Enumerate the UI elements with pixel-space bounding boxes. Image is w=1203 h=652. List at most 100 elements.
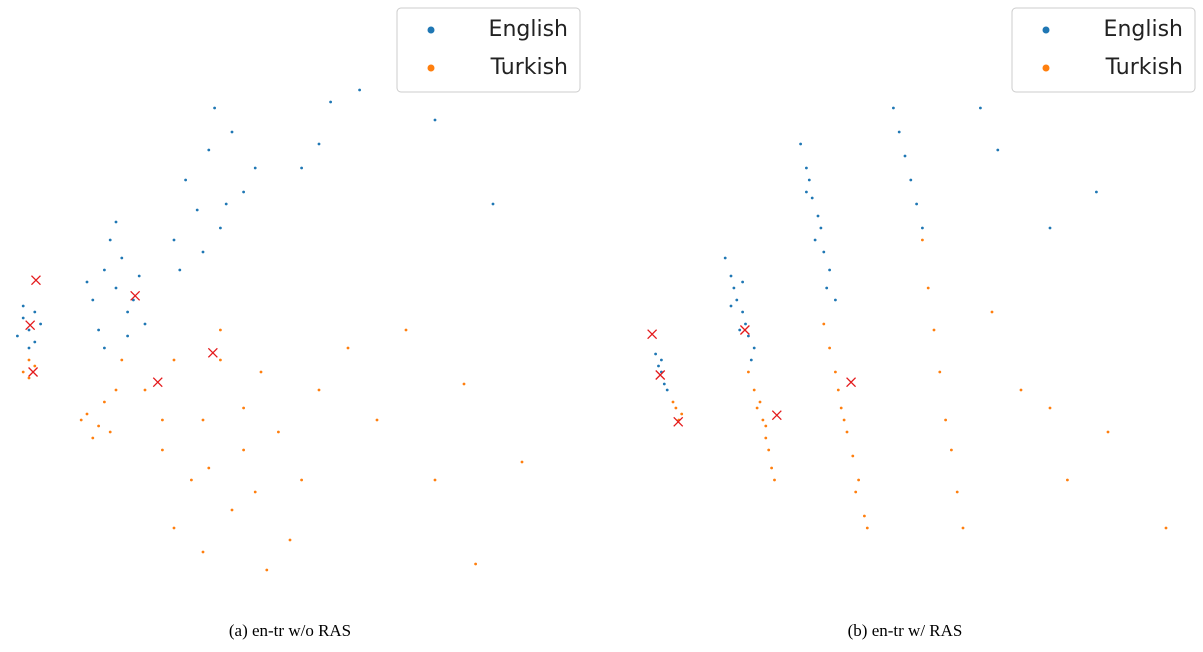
point — [729, 274, 733, 278]
point — [201, 250, 205, 254]
point — [172, 238, 176, 242]
point — [300, 166, 303, 170]
point — [1019, 388, 1023, 392]
point — [27, 358, 31, 362]
point — [242, 448, 246, 452]
caption: (a) en-tr w/o RAS — [229, 621, 351, 640]
point — [921, 226, 924, 230]
point — [738, 328, 742, 332]
point — [97, 328, 100, 332]
point — [813, 238, 817, 242]
point — [764, 424, 768, 428]
point — [201, 550, 205, 554]
point — [178, 268, 182, 272]
point — [126, 334, 129, 338]
point — [33, 364, 37, 368]
point — [120, 256, 124, 260]
point — [1048, 226, 1052, 230]
point — [91, 436, 95, 440]
point — [103, 268, 106, 272]
point — [230, 508, 234, 512]
point — [810, 196, 814, 200]
point — [358, 88, 361, 92]
point — [1095, 190, 1098, 194]
point — [979, 106, 982, 110]
point — [143, 322, 147, 326]
point — [137, 274, 141, 278]
point — [213, 106, 217, 110]
point — [752, 346, 756, 350]
marker-x — [771, 410, 782, 421]
point — [932, 328, 936, 332]
point — [474, 562, 477, 566]
point — [85, 280, 89, 284]
point — [120, 358, 124, 362]
point — [346, 346, 350, 350]
marker-x — [130, 290, 141, 301]
point — [758, 400, 762, 404]
point — [375, 418, 379, 422]
point — [253, 490, 257, 494]
point — [662, 382, 666, 386]
point — [172, 358, 176, 362]
point — [219, 358, 222, 362]
point — [143, 388, 147, 392]
point — [741, 280, 744, 284]
point — [961, 526, 965, 530]
point — [265, 568, 269, 572]
point — [723, 256, 727, 260]
point — [114, 286, 118, 290]
point — [660, 358, 663, 362]
point — [836, 388, 840, 392]
point — [761, 418, 765, 422]
legend-swatch — [427, 26, 435, 34]
legend-label: English — [489, 17, 568, 42]
point — [288, 538, 292, 542]
point — [990, 310, 994, 314]
point — [161, 418, 164, 422]
marker-x — [846, 377, 857, 388]
marker-x — [31, 275, 41, 286]
point — [39, 322, 42, 326]
legend-swatch — [1042, 64, 1050, 72]
point — [21, 304, 25, 308]
point — [851, 454, 855, 458]
point — [16, 334, 19, 338]
point — [27, 376, 31, 380]
legend-swatch — [1042, 26, 1050, 34]
point — [277, 430, 280, 434]
point — [799, 142, 802, 146]
point — [819, 226, 823, 230]
point — [657, 364, 660, 368]
point — [854, 490, 858, 494]
point — [950, 448, 953, 452]
point — [21, 370, 25, 374]
point — [680, 412, 684, 416]
point — [433, 478, 437, 482]
point — [126, 310, 129, 314]
point — [915, 202, 918, 206]
point — [921, 238, 924, 242]
point — [242, 406, 246, 410]
marker-x — [28, 367, 39, 377]
point — [674, 406, 678, 410]
point — [834, 298, 837, 302]
point — [892, 106, 895, 110]
point — [744, 322, 747, 326]
point — [805, 166, 808, 170]
point — [21, 316, 25, 320]
point — [207, 466, 211, 470]
point — [108, 238, 112, 242]
point — [747, 370, 750, 374]
point — [816, 214, 820, 218]
point — [230, 130, 234, 134]
point — [828, 346, 831, 350]
point — [752, 388, 756, 392]
point — [317, 142, 321, 146]
point — [834, 370, 837, 374]
point — [108, 430, 112, 434]
point — [839, 406, 843, 410]
point — [85, 412, 89, 416]
point — [201, 418, 205, 422]
